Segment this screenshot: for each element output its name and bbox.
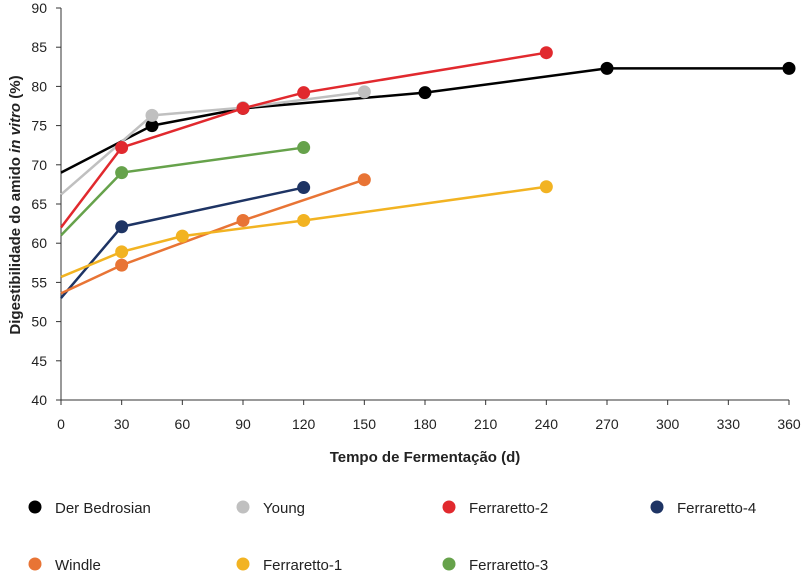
data-point-der-bedrosian	[418, 86, 432, 100]
legend-item-der-bedrosian: Der Bedrosian	[28, 500, 151, 517]
x-tick-label: 270	[595, 416, 619, 432]
y-tick-label: 65	[31, 196, 47, 212]
data-point-ferraretto-1	[297, 213, 311, 227]
x-tick-label: 120	[292, 416, 316, 432]
data-point-young	[145, 108, 159, 122]
data-point-ferraretto-2	[236, 101, 250, 115]
legend-label: Der Bedrosian	[55, 500, 151, 517]
x-tick-label: 210	[474, 416, 498, 432]
x-tick-label: 30	[114, 416, 130, 432]
y-tick-label: 80	[31, 78, 47, 94]
data-point-der-bedrosian	[600, 61, 614, 75]
data-point-windle	[115, 258, 129, 272]
legend-marker	[28, 500, 42, 514]
legend-label: Ferraretto-4	[677, 500, 756, 517]
data-point-ferraretto-4	[115, 220, 129, 234]
series-ferraretto-1	[60, 180, 553, 279]
y-tick-label: 55	[31, 274, 47, 290]
y-tick-label: 40	[31, 392, 47, 408]
x-axis-title: Tempo de Fermentação (d)	[330, 449, 521, 466]
legend-marker	[236, 500, 250, 514]
series-ferraretto-3	[60, 141, 311, 237]
x-tick-label: 330	[717, 416, 741, 432]
data-point-ferraretto-1	[175, 229, 189, 243]
data-point-ferraretto-2	[539, 46, 553, 60]
series-der-bedrosian	[60, 61, 796, 174]
y-axis-title-part-2: in vitro	[7, 103, 24, 153]
legend: Der Bedrosian Young Ferraretto-2 Ferraretto…	[28, 500, 756, 573]
series-line-ferraretto-3	[60, 146, 304, 237]
data-point-der-bedrosian	[782, 61, 796, 75]
data-point-ferraretto-3	[297, 141, 311, 155]
x-tick-label: 360	[777, 416, 801, 432]
x-tick-label: 180	[413, 416, 437, 432]
legend-label: Young	[263, 500, 305, 517]
data-point-windle	[357, 173, 371, 187]
data-point-ferraretto-3	[115, 166, 129, 180]
y-axis-title-part-1: Digestibilidade do amido	[7, 153, 24, 335]
data-point-ferraretto-2	[115, 141, 129, 155]
y-ticks: 40 45 50 55 60 65 70 75 80 85 90	[31, 0, 61, 408]
legend-item-ferraretto-1: Ferraretto-1	[236, 557, 342, 573]
y-tick-label: 85	[31, 39, 47, 55]
y-tick-label: 60	[31, 235, 47, 251]
x-ticks: 0 30 60 90 120 150 180 210 240 270 300 330 360	[57, 400, 801, 432]
data-point-ferraretto-2	[297, 86, 311, 100]
legend-item-ferraretto-2: Ferraretto-2	[442, 500, 548, 517]
data-point-windle	[236, 213, 250, 227]
legend-label: Windle	[55, 557, 101, 573]
legend-marker	[236, 557, 250, 571]
y-tick-label: 45	[31, 353, 47, 369]
series-ferraretto-4	[60, 181, 311, 299]
y-axis-title-part-3: (%)	[7, 75, 24, 103]
legend-marker	[650, 500, 664, 514]
legend-item-windle: Windle	[28, 557, 101, 573]
legend-marker	[28, 557, 42, 571]
series-windle	[60, 173, 371, 295]
x-tick-label: 150	[353, 416, 377, 432]
legend-label: Ferraretto-2	[469, 500, 548, 517]
y-tick-label: 70	[31, 157, 47, 173]
data-point-ferraretto-1	[539, 180, 553, 194]
series-group	[60, 46, 796, 299]
legend-marker	[442, 557, 456, 571]
data-point-ferraretto-4	[297, 181, 311, 195]
series-line-der-bedrosian	[60, 67, 789, 174]
y-tick-label: 75	[31, 118, 47, 134]
x-tick-label: 90	[235, 416, 251, 432]
x-tick-label: 300	[656, 416, 680, 432]
series-ferraretto-2	[60, 46, 553, 229]
legend-label: Ferraretto-1	[263, 557, 342, 573]
x-tick-label: 60	[175, 416, 191, 432]
data-point-ferraretto-1	[115, 245, 129, 259]
data-point-young	[357, 85, 371, 99]
x-tick-label: 0	[57, 416, 65, 432]
x-tick-label: 240	[535, 416, 559, 432]
y-tick-label: 50	[31, 314, 47, 330]
series-line-young	[60, 90, 365, 196]
legend-label: Ferraretto-3	[469, 557, 548, 573]
y-axis-title: Digestibilidade do amido in vitro (%)	[7, 75, 24, 334]
legend-item-ferraretto-4: Ferraretto-4	[650, 500, 756, 517]
series-line-windle	[60, 178, 365, 295]
legend-marker	[442, 500, 456, 514]
y-tick-label: 90	[31, 0, 47, 16]
legend-item-young: Young	[236, 500, 305, 517]
data-point-der-bedrosian	[145, 119, 159, 133]
legend-item-ferraretto-3: Ferraretto-3	[442, 557, 548, 573]
